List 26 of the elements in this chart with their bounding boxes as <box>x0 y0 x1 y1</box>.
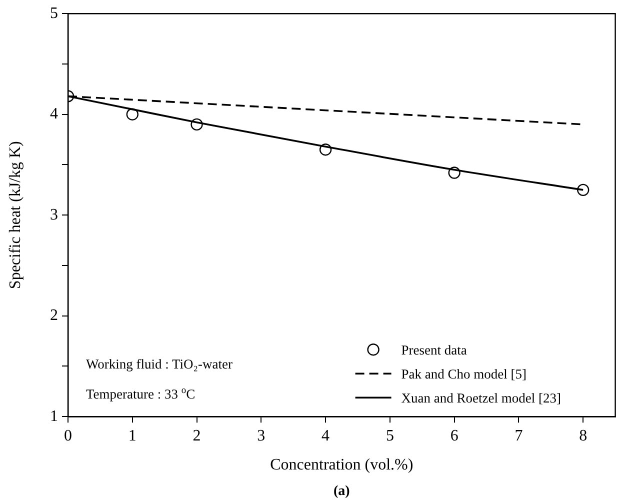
x-tick-label: 0 <box>64 427 72 444</box>
y-tick-label: 5 <box>50 4 58 22</box>
x-tick-label: 8 <box>579 427 588 444</box>
y-tick-label: 3 <box>50 206 58 224</box>
x-tick-label: 5 <box>386 427 394 444</box>
point <box>126 108 138 120</box>
x-tick-label: 3 <box>257 427 266 444</box>
annotation: Working fluid : TiO₂-water <box>86 356 233 372</box>
x-tick-label: 7 <box>514 427 523 444</box>
y-axis-title: Specific heat (kJ/kg K) <box>6 141 24 290</box>
x-tick-label: 1 <box>128 427 136 444</box>
x-tick-label: 6 <box>450 427 458 444</box>
y-tick-label: 4 <box>50 106 58 123</box>
point <box>319 144 332 156</box>
legend-label: Xuan and Roetzel model [23] <box>401 390 562 406</box>
legend-label: Present data <box>401 342 467 358</box>
point <box>448 166 460 179</box>
y-tick-label: 1 <box>50 408 58 425</box>
x-tick-label: 2 <box>192 427 201 444</box>
legend-label: Pak and Cho model [5] <box>401 366 527 382</box>
point <box>190 118 203 131</box>
point <box>577 184 590 196</box>
x-axis-title: Concentration (vol.%) <box>270 456 414 474</box>
text: (a) <box>333 484 350 499</box>
y-tick-label: 2 <box>50 307 58 324</box>
x-tick-label: 4 <box>322 427 330 444</box>
